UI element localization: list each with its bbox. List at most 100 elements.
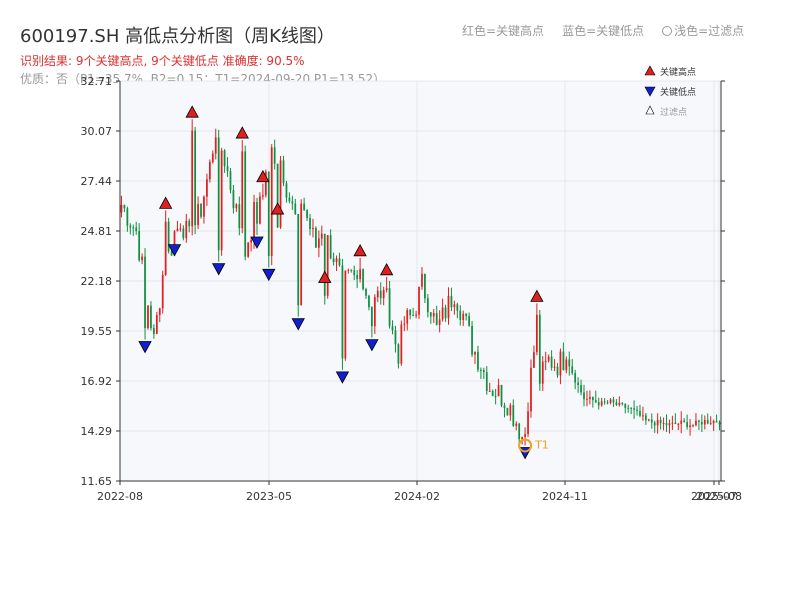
candle-body (356, 274, 359, 280)
key-high-marker (379, 262, 394, 276)
y-tick-label: 11.65 (81, 475, 113, 488)
candle-body (126, 208, 129, 226)
candle-body (665, 423, 668, 426)
legend-high-icon (644, 65, 656, 76)
candle-body (371, 307, 373, 327)
candle-body (642, 415, 644, 417)
candle-body (424, 273, 426, 299)
candle-body (703, 419, 706, 425)
candle-body (715, 420, 718, 423)
candle-body (167, 221, 170, 252)
candle-body (700, 422, 703, 425)
candle-body (574, 373, 577, 383)
y-tick-label: 16.92 (81, 375, 113, 388)
candle-body (262, 195, 264, 197)
candle-body (418, 286, 420, 315)
candle-body (315, 227, 317, 248)
y-tick-label: 32.71 (81, 75, 113, 88)
candle-body (179, 228, 182, 230)
candle-body (253, 202, 255, 241)
candle-body (435, 313, 438, 325)
candle-body (426, 298, 429, 313)
candle-body (182, 228, 185, 239)
candle-body (591, 396, 594, 401)
key-high-marker (270, 202, 285, 215)
top-legend-blue: 蓝色=关键低点 (562, 24, 645, 38)
top-legend-light: 浅色=过滤点 (674, 24, 745, 38)
candle-body (630, 407, 633, 409)
y-tick-label: 24.81 (81, 225, 113, 238)
candle-body (459, 310, 462, 320)
y-tick-label: 30.07 (81, 125, 113, 138)
candle-body (618, 402, 621, 405)
candle-body (235, 204, 238, 209)
candle-body (306, 210, 308, 219)
candle-body (238, 204, 241, 229)
candle-body (500, 384, 503, 406)
candle-body (615, 402, 618, 405)
candle-body (185, 220, 188, 239)
legend-low-icon (644, 86, 656, 97)
candle-body (200, 203, 202, 217)
key-high-marker (530, 289, 544, 302)
candle-body (188, 220, 191, 227)
candle-body (432, 313, 435, 317)
candle-body (712, 420, 715, 424)
candle-body (326, 235, 329, 296)
candle-body (403, 323, 406, 325)
x-tick-label: 2024-11 (542, 490, 588, 503)
candle-body (232, 190, 235, 209)
candle-body (353, 270, 356, 275)
candle-body (123, 204, 126, 209)
candle-body (341, 265, 344, 359)
candle-body (659, 419, 662, 424)
candle-body (344, 270, 347, 359)
candle-body (214, 137, 217, 154)
candle-body (639, 410, 641, 416)
candle-body (497, 384, 500, 397)
candle-body (241, 151, 244, 229)
markers: T1 (138, 105, 549, 460)
candle-body (150, 305, 152, 329)
candle-body (391, 326, 394, 331)
t1-label: T1 (534, 438, 549, 451)
candle-body (462, 313, 465, 320)
key-low-marker (167, 244, 182, 257)
candle-body (662, 423, 665, 425)
candle-body (197, 203, 199, 226)
candle-body (456, 304, 459, 311)
candle-body (485, 372, 488, 391)
candle-body (291, 201, 294, 204)
candle-body (544, 360, 547, 362)
candle-body (273, 147, 276, 164)
chart-title: 600197.SH 高低点分析图（周K线图） (20, 26, 335, 47)
candle-body (203, 196, 205, 217)
candle-body (368, 295, 370, 308)
candle-body (256, 202, 258, 224)
candle-body (636, 409, 638, 411)
candle-body (309, 218, 311, 230)
candle-body (250, 240, 252, 243)
candle-body (568, 359, 571, 367)
candle-body (365, 289, 367, 296)
candle-body (144, 256, 146, 329)
candle-body (359, 269, 361, 280)
candle-body (477, 351, 479, 370)
key-low-marker (291, 318, 305, 331)
candle-body (279, 160, 282, 228)
y-tick-label: 27.44 (81, 175, 113, 188)
key-low-marker (212, 263, 226, 276)
candle-body (400, 324, 403, 364)
candle-body (147, 305, 149, 329)
candle-body (223, 150, 226, 167)
candle-body (164, 221, 167, 275)
candle-body (509, 405, 512, 416)
candle-body (553, 366, 556, 368)
candle-body (382, 290, 385, 299)
candle-body (677, 423, 680, 425)
candle-body (577, 382, 579, 386)
candle-body (415, 314, 417, 316)
candle-body (397, 344, 400, 364)
key-low-marker (262, 268, 276, 282)
